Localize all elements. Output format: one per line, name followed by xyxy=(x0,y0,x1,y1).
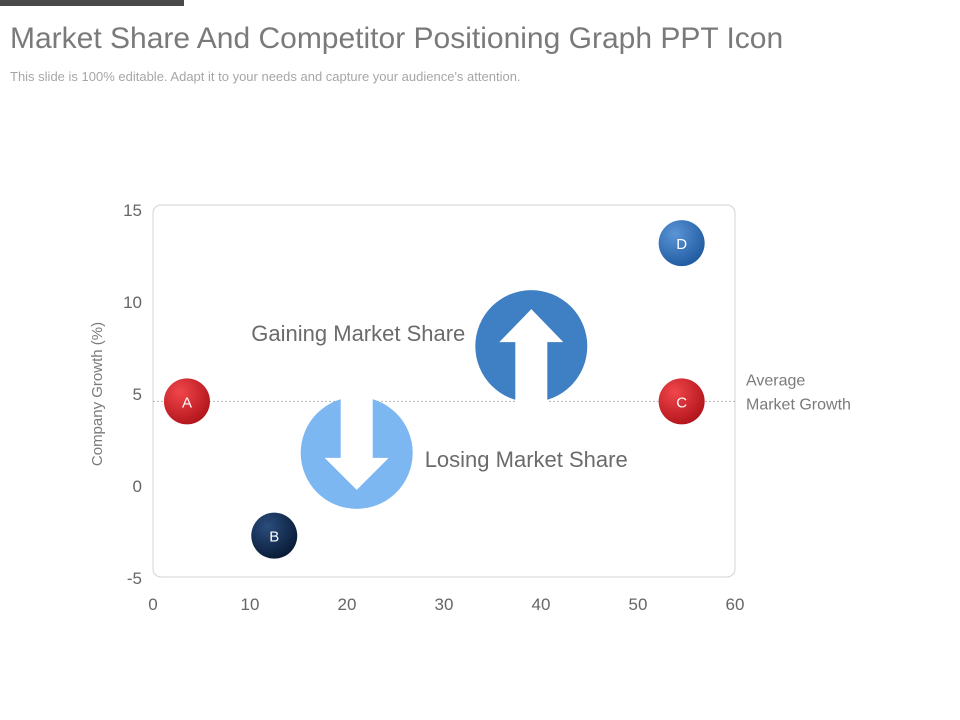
data-point-c xyxy=(658,378,705,425)
arrow-down-icon xyxy=(324,392,389,490)
y-tick-label: 0 xyxy=(133,477,142,496)
x-tick-label: 30 xyxy=(435,595,454,614)
x-tick-label: 50 xyxy=(629,595,648,614)
top-accent-bar xyxy=(0,0,184,6)
x-tick-label: 40 xyxy=(532,595,551,614)
data-point-d xyxy=(658,220,705,267)
reference-line-label: Market Growth xyxy=(746,396,851,413)
slide-subtitle: This slide is 100% editable. Adapt it to… xyxy=(10,69,521,84)
y-axis-label: Company Growth (%) xyxy=(89,322,106,466)
y-tick-label: 15 xyxy=(123,201,142,220)
gaining-market-share-label: Gaining Market Share xyxy=(251,321,465,346)
plot-area xyxy=(152,204,736,578)
reference-line-label: Average xyxy=(746,372,805,389)
y-tick-label: 5 xyxy=(133,385,142,404)
arrow-up-icon xyxy=(499,309,564,407)
data-point-b xyxy=(251,512,298,559)
data-point-label: A xyxy=(182,394,192,411)
y-tick-label: -5 xyxy=(127,569,142,588)
data-point-label: D xyxy=(676,236,687,253)
data-point-label: B xyxy=(269,529,279,546)
x-tick-label: 20 xyxy=(338,595,357,614)
data-point-a xyxy=(163,378,210,425)
x-tick-label: 60 xyxy=(726,595,745,614)
slide-title: Market Share And Competitor Positioning … xyxy=(10,22,784,55)
y-tick-label: 10 xyxy=(123,293,142,312)
losing-market-share-label: Losing Market Share xyxy=(425,447,628,472)
x-tick-label: 10 xyxy=(241,595,260,614)
x-tick-label: 0 xyxy=(148,595,157,614)
data-point-label: C xyxy=(676,394,687,411)
